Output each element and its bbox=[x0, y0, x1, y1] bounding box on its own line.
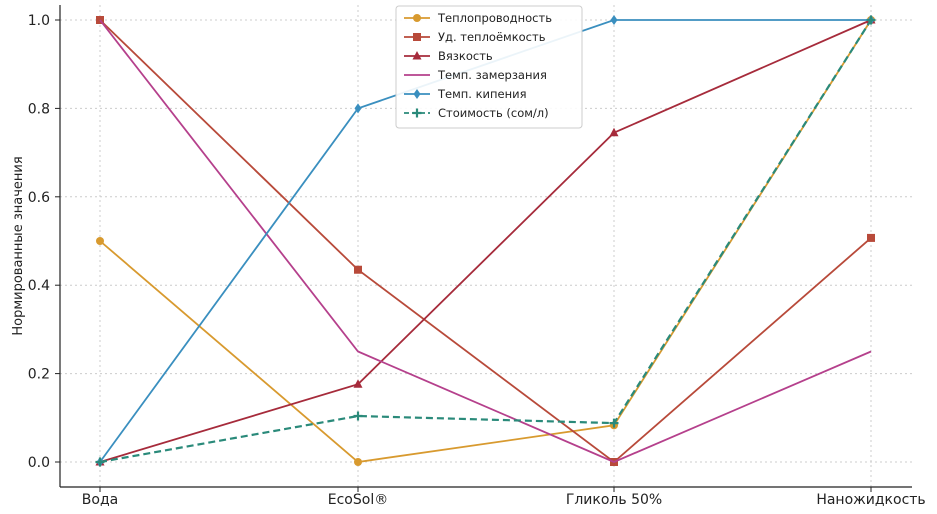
x-tick-label: Гликоль 50% bbox=[566, 492, 662, 508]
series-line bbox=[99, 19, 872, 463]
legend-label: Темп. замерзания bbox=[437, 68, 547, 82]
y-axis-label: Нормированные значения bbox=[11, 156, 26, 335]
y-tick-label: 1.0 bbox=[28, 13, 50, 29]
series-line bbox=[99, 19, 872, 464]
series-line bbox=[99, 19, 872, 463]
legend-box bbox=[395, 5, 583, 129]
x-tick-label: Вода bbox=[82, 492, 118, 508]
legend-label: Теплопроводность bbox=[437, 11, 552, 25]
legend: Теплопроводность Уд. теплоёмкость Вязкость… bbox=[395, 5, 583, 129]
legend-marker bbox=[412, 108, 422, 118]
legend-marker bbox=[413, 89, 421, 99]
data-point bbox=[354, 458, 362, 466]
legend-marker bbox=[412, 51, 422, 60]
data-point bbox=[610, 15, 618, 25]
data-point bbox=[609, 418, 619, 428]
data-point bbox=[354, 265, 362, 274]
data-point bbox=[353, 411, 363, 421]
legend-label: Стоимость (сом/л) bbox=[438, 106, 549, 120]
data-point bbox=[354, 103, 362, 114]
y-tick-label: 0.0 bbox=[28, 455, 50, 471]
y-tick-label: 0.2 bbox=[28, 367, 50, 383]
legend-marker bbox=[413, 33, 421, 41]
y-tick-label: 0.6 bbox=[28, 190, 50, 206]
series-line bbox=[99, 19, 872, 463]
data-point bbox=[866, 15, 876, 25]
legend-label: Вязкость bbox=[438, 49, 493, 63]
data-point bbox=[609, 127, 619, 137]
data-point bbox=[867, 233, 875, 242]
y-tick-label: 0.8 bbox=[28, 101, 50, 117]
series-5 bbox=[95, 15, 876, 467]
legend-label: Темп. кипения bbox=[437, 87, 527, 101]
data-point bbox=[95, 457, 105, 467]
x-tick-label: Наножидкость bbox=[816, 492, 925, 508]
x-tick-label: EcoSol® bbox=[328, 492, 388, 508]
x-ticks: Вода EcoSol® Гликоль 50% Наножидкость bbox=[82, 487, 926, 508]
legend-label: Уд. теплоёмкость bbox=[438, 30, 546, 44]
y-ticks: 0.0 0.2 0.4 0.6 0.8 1.0 bbox=[28, 13, 60, 471]
series bbox=[95, 15, 876, 467]
series-3 bbox=[99, 19, 872, 463]
axes bbox=[59, 5, 912, 488]
series-line bbox=[99, 19, 872, 464]
legend-marker bbox=[413, 14, 421, 22]
data-point bbox=[96, 237, 104, 245]
y-tick-label: 0.4 bbox=[28, 278, 50, 294]
data-point bbox=[353, 379, 363, 388]
